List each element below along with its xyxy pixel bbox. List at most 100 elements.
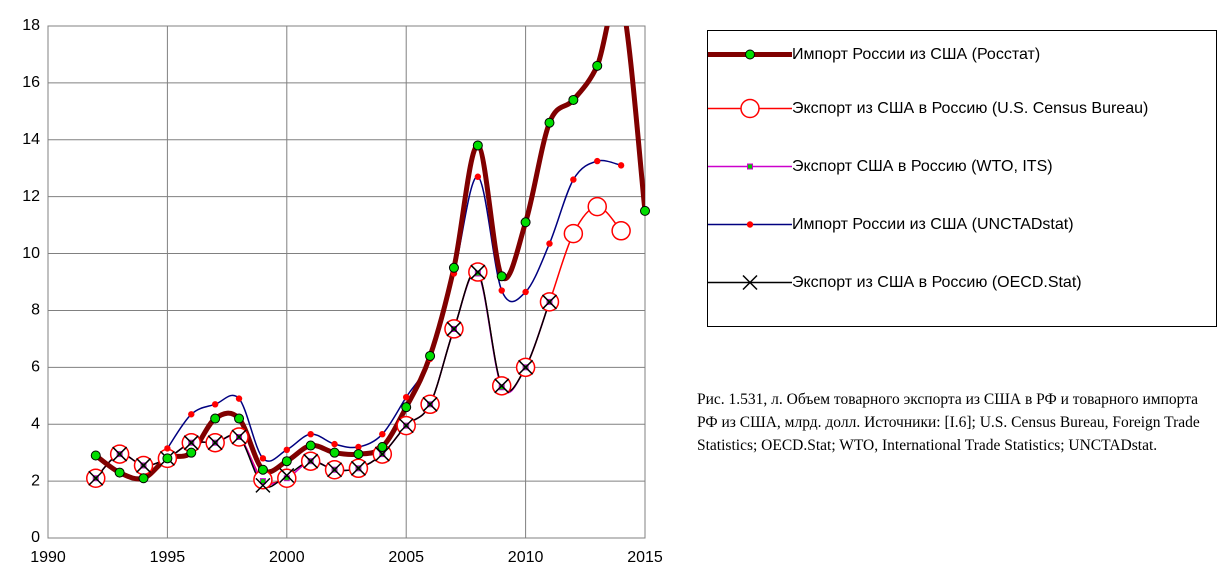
y-tick-label: 0 (31, 529, 40, 546)
marker (255, 477, 271, 493)
marker (401, 402, 412, 413)
marker (541, 294, 558, 310)
legend-swatch (708, 49, 792, 60)
marker (520, 217, 531, 228)
legend-item: Экспорт США в Россию (WTO, ITS) (708, 153, 1192, 180)
marker (283, 446, 290, 454)
marker (496, 271, 507, 282)
marker (422, 396, 438, 412)
x-tick-label: 2010 (508, 549, 544, 566)
marker (587, 196, 607, 217)
marker (257, 464, 268, 475)
marker (498, 287, 505, 294)
y-tick-label: 2 (31, 472, 40, 489)
marker (746, 221, 754, 228)
marker (279, 467, 295, 483)
x-tick-label: 2005 (388, 549, 424, 566)
marker (379, 430, 386, 438)
marker (570, 176, 577, 183)
marker (374, 446, 390, 462)
marker (617, 162, 625, 169)
marker (114, 467, 125, 478)
marker (640, 205, 650, 216)
marker (211, 401, 219, 408)
y-tick-label: 8 (31, 302, 40, 319)
y-tick-label: 12 (22, 188, 40, 205)
series-markers (88, 264, 558, 493)
marker (281, 456, 292, 467)
marker (377, 441, 388, 452)
marker (742, 274, 758, 291)
x-tick-label: 1990 (30, 549, 66, 566)
marker (474, 270, 481, 277)
marker (231, 429, 247, 445)
marker (188, 411, 195, 418)
y-tick-label: 4 (31, 415, 40, 432)
marker (186, 447, 197, 458)
marker (259, 478, 266, 485)
series-line (94, 26, 645, 482)
y-tick-label: 6 (31, 359, 40, 376)
y-tick-label: 16 (22, 74, 40, 91)
marker (446, 321, 462, 337)
marker (472, 140, 483, 151)
legend-item: Импорт России из США (UNCTADstat) (708, 211, 1192, 238)
marker (331, 440, 338, 448)
marker (90, 450, 101, 461)
marker (135, 457, 152, 473)
x-tick-label: 2015 (627, 549, 663, 566)
marker (425, 350, 436, 361)
ticks: 0 2 4 6 8 10 12 14 16 18 1990 1995 2000 2005 2010 2015 (22, 17, 663, 566)
marker (568, 94, 579, 105)
marker (470, 264, 486, 280)
marker (594, 157, 601, 165)
marker (88, 470, 104, 486)
caption: Рис. 1.531, л. Объем товарного экспорта … (697, 391, 1200, 454)
marker (138, 473, 149, 484)
marker (353, 449, 364, 460)
marker (305, 440, 316, 451)
marker (235, 395, 243, 402)
series (94, 26, 645, 488)
marker (448, 262, 459, 273)
marker (592, 60, 603, 71)
grid (47, 25, 646, 539)
marker (327, 462, 343, 478)
marker (747, 163, 753, 170)
legend-label: Импорт России из США (UNCTADstat) (792, 216, 1074, 233)
legend: Импорт России из США (Росстат) Экспорт из… (707, 30, 1217, 327)
marker (303, 453, 319, 469)
legend-swatch (708, 274, 792, 291)
marker (259, 455, 267, 462)
marker (355, 443, 362, 451)
legend-swatch (708, 98, 792, 119)
y-tick-label: 10 (22, 245, 40, 262)
marker (474, 173, 482, 180)
marker (164, 445, 171, 452)
legend-label: Экспорт США в Россию (WTO, ITS) (792, 158, 1053, 175)
marker (522, 288, 529, 296)
marker (563, 223, 584, 244)
marker (398, 418, 414, 434)
legend-item: Импорт России из США (Росстат) (708, 41, 1192, 68)
x-tick-label: 1995 (150, 549, 186, 566)
legend-swatch (708, 163, 792, 170)
marker (307, 430, 314, 438)
marker (162, 453, 173, 464)
legend-label: Экспорт из США в Россию (OECD.Stat) (792, 274, 1082, 291)
legend-item: Экспорт из США в Россию (OECD.Stat) (708, 269, 1192, 296)
x-tick-label: 2000 (269, 549, 305, 566)
legend-item: Экспорт из США в Россию (U.S. Census Bur… (708, 95, 1192, 122)
marker (112, 446, 128, 462)
y-tick-label: 18 (22, 17, 40, 34)
marker (546, 240, 553, 247)
series-markers (90, 60, 650, 484)
marker (403, 394, 410, 401)
marker (740, 98, 760, 119)
legend-label: Импорт России из США (Росстат) (792, 46, 1041, 63)
marker (350, 460, 366, 476)
marker (518, 359, 534, 375)
marker (498, 384, 505, 391)
marker (183, 435, 199, 451)
marker (544, 117, 555, 128)
